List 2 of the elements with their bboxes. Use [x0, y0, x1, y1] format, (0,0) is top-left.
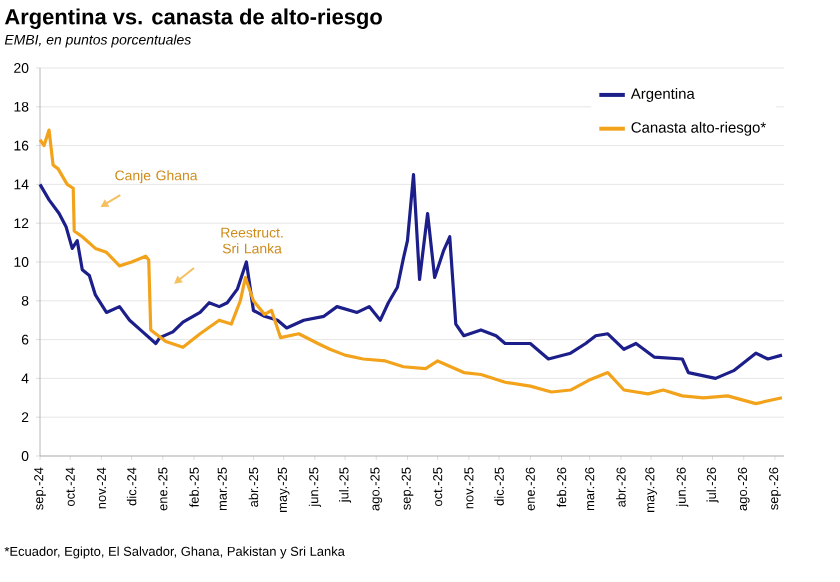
line-series: [38, 173, 784, 380]
chart-title: Argentina vs. canasta de alto-riesgo: [4, 8, 382, 29]
